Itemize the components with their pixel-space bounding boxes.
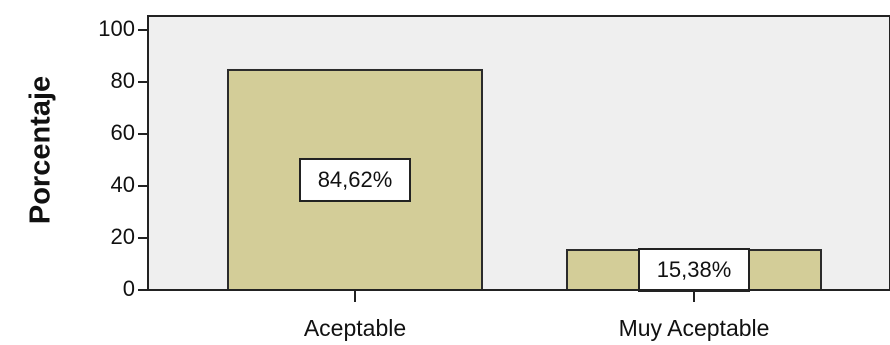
- y-axis-title: Porcentaje: [25, 76, 57, 224]
- y-axis-ticks: 0 20 40 60 80 100: [98, 16, 148, 301]
- data-label: 84,62%: [318, 167, 393, 192]
- y-tick-label: 20: [111, 224, 135, 249]
- data-label-box: [299, 157, 411, 202]
- data-label: 15,38%: [657, 257, 732, 282]
- y-tick-label: 0: [123, 276, 135, 301]
- y-tick-label: 60: [111, 120, 135, 145]
- y-tick-label: 80: [111, 68, 135, 93]
- y-tick-label: 40: [111, 172, 135, 197]
- x-tick-label: Aceptable: [304, 315, 406, 341]
- y-tick-label: 100: [98, 16, 135, 41]
- x-axis-ticks: Aceptable Muy Aceptable: [304, 290, 770, 341]
- x-tick-label: Muy Aceptable: [619, 315, 770, 341]
- bars: 84,62% 15,38%: [227, 68, 822, 292]
